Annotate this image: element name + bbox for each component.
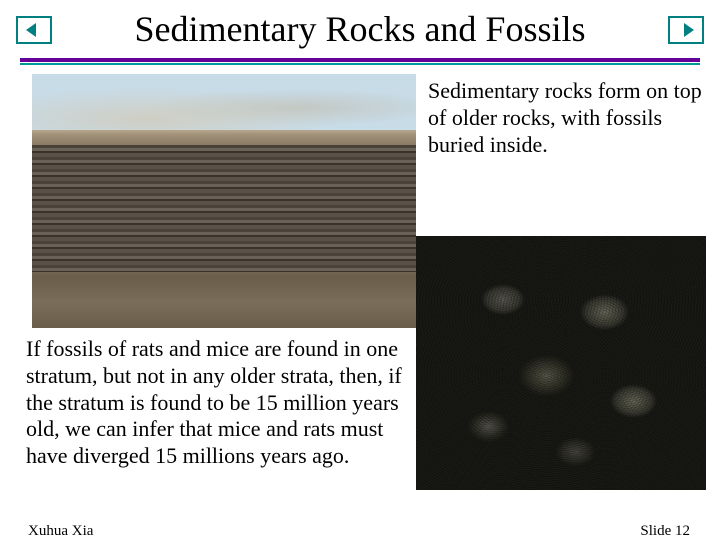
- footer-slide-number: Slide 12: [640, 523, 690, 540]
- caption-right: Sedimentary rocks form on top of older r…: [428, 78, 708, 158]
- caption-left: If fossils of rats and mice are found in…: [26, 336, 420, 470]
- divider-bar-bottom: [20, 63, 700, 65]
- divider-bar-top: [20, 58, 700, 62]
- slide-content: Sedimentary rocks form on top of older r…: [20, 74, 700, 504]
- prev-slide-button[interactable]: [16, 16, 52, 44]
- arrow-left-icon: [24, 21, 44, 39]
- title-divider: [20, 58, 700, 64]
- nav-arrows: [0, 16, 720, 48]
- trilobite-fossil-image: [416, 236, 706, 490]
- next-slide-button[interactable]: [668, 16, 704, 44]
- sedimentary-rock-image: [32, 74, 416, 328]
- footer-author: Xuhua Xia: [28, 523, 93, 540]
- arrow-right-icon: [676, 21, 696, 39]
